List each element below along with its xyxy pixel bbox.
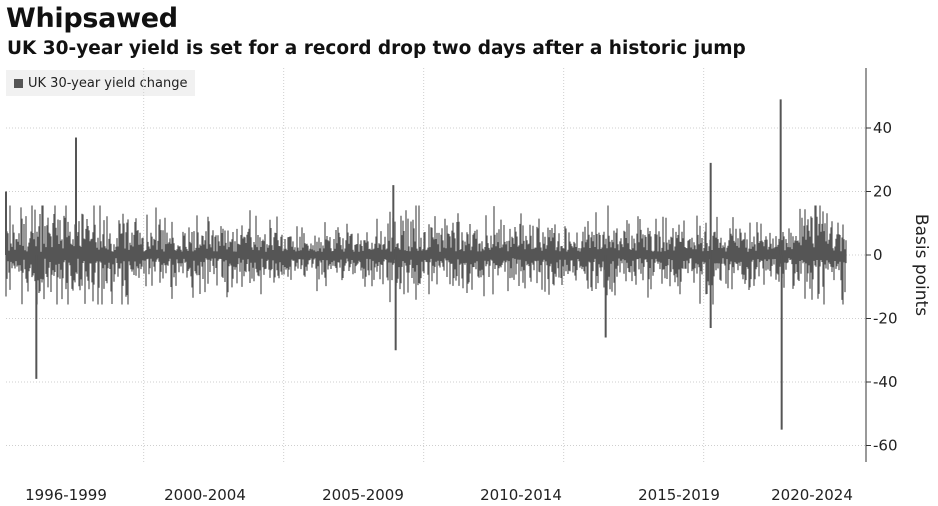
y-tick-label: 40 <box>873 119 892 137</box>
y-axis: -60 -40 -20 0 20 40 Basis points <box>865 68 931 462</box>
x-period-label: 2020-2024 <box>771 486 853 504</box>
y-tick-label: -20 <box>873 310 898 328</box>
y-tick-label: 0 <box>873 246 883 264</box>
legend-label: UK 30-year yield change <box>28 75 188 91</box>
x-period-label: 2010-2014 <box>480 486 562 504</box>
x-axis-labels: 1996-1999 2000-2004 2005-2009 2010-2014 2015… <box>25 486 853 504</box>
chart-subtitle: UK 30-year yield is set for a record dro… <box>7 38 746 59</box>
chart-title: Whipsawed <box>6 3 178 34</box>
legend-swatch <box>14 78 23 88</box>
y-tick-label: 20 <box>873 183 892 201</box>
y-axis-title: Basis points <box>911 214 931 316</box>
grid <box>6 68 866 462</box>
y-tick-label: -60 <box>873 437 898 455</box>
x-period-label: 2005-2009 <box>322 486 404 504</box>
x-period-label: 2015-2019 <box>638 486 720 504</box>
x-period-label: 2000-2004 <box>164 486 246 504</box>
daily-change-bars <box>5 205 847 305</box>
y-tick-label: -40 <box>873 373 898 391</box>
legend: UK 30-year yield change <box>6 70 196 96</box>
bars <box>5 99 847 430</box>
x-period-label: 1996-1999 <box>25 486 107 504</box>
